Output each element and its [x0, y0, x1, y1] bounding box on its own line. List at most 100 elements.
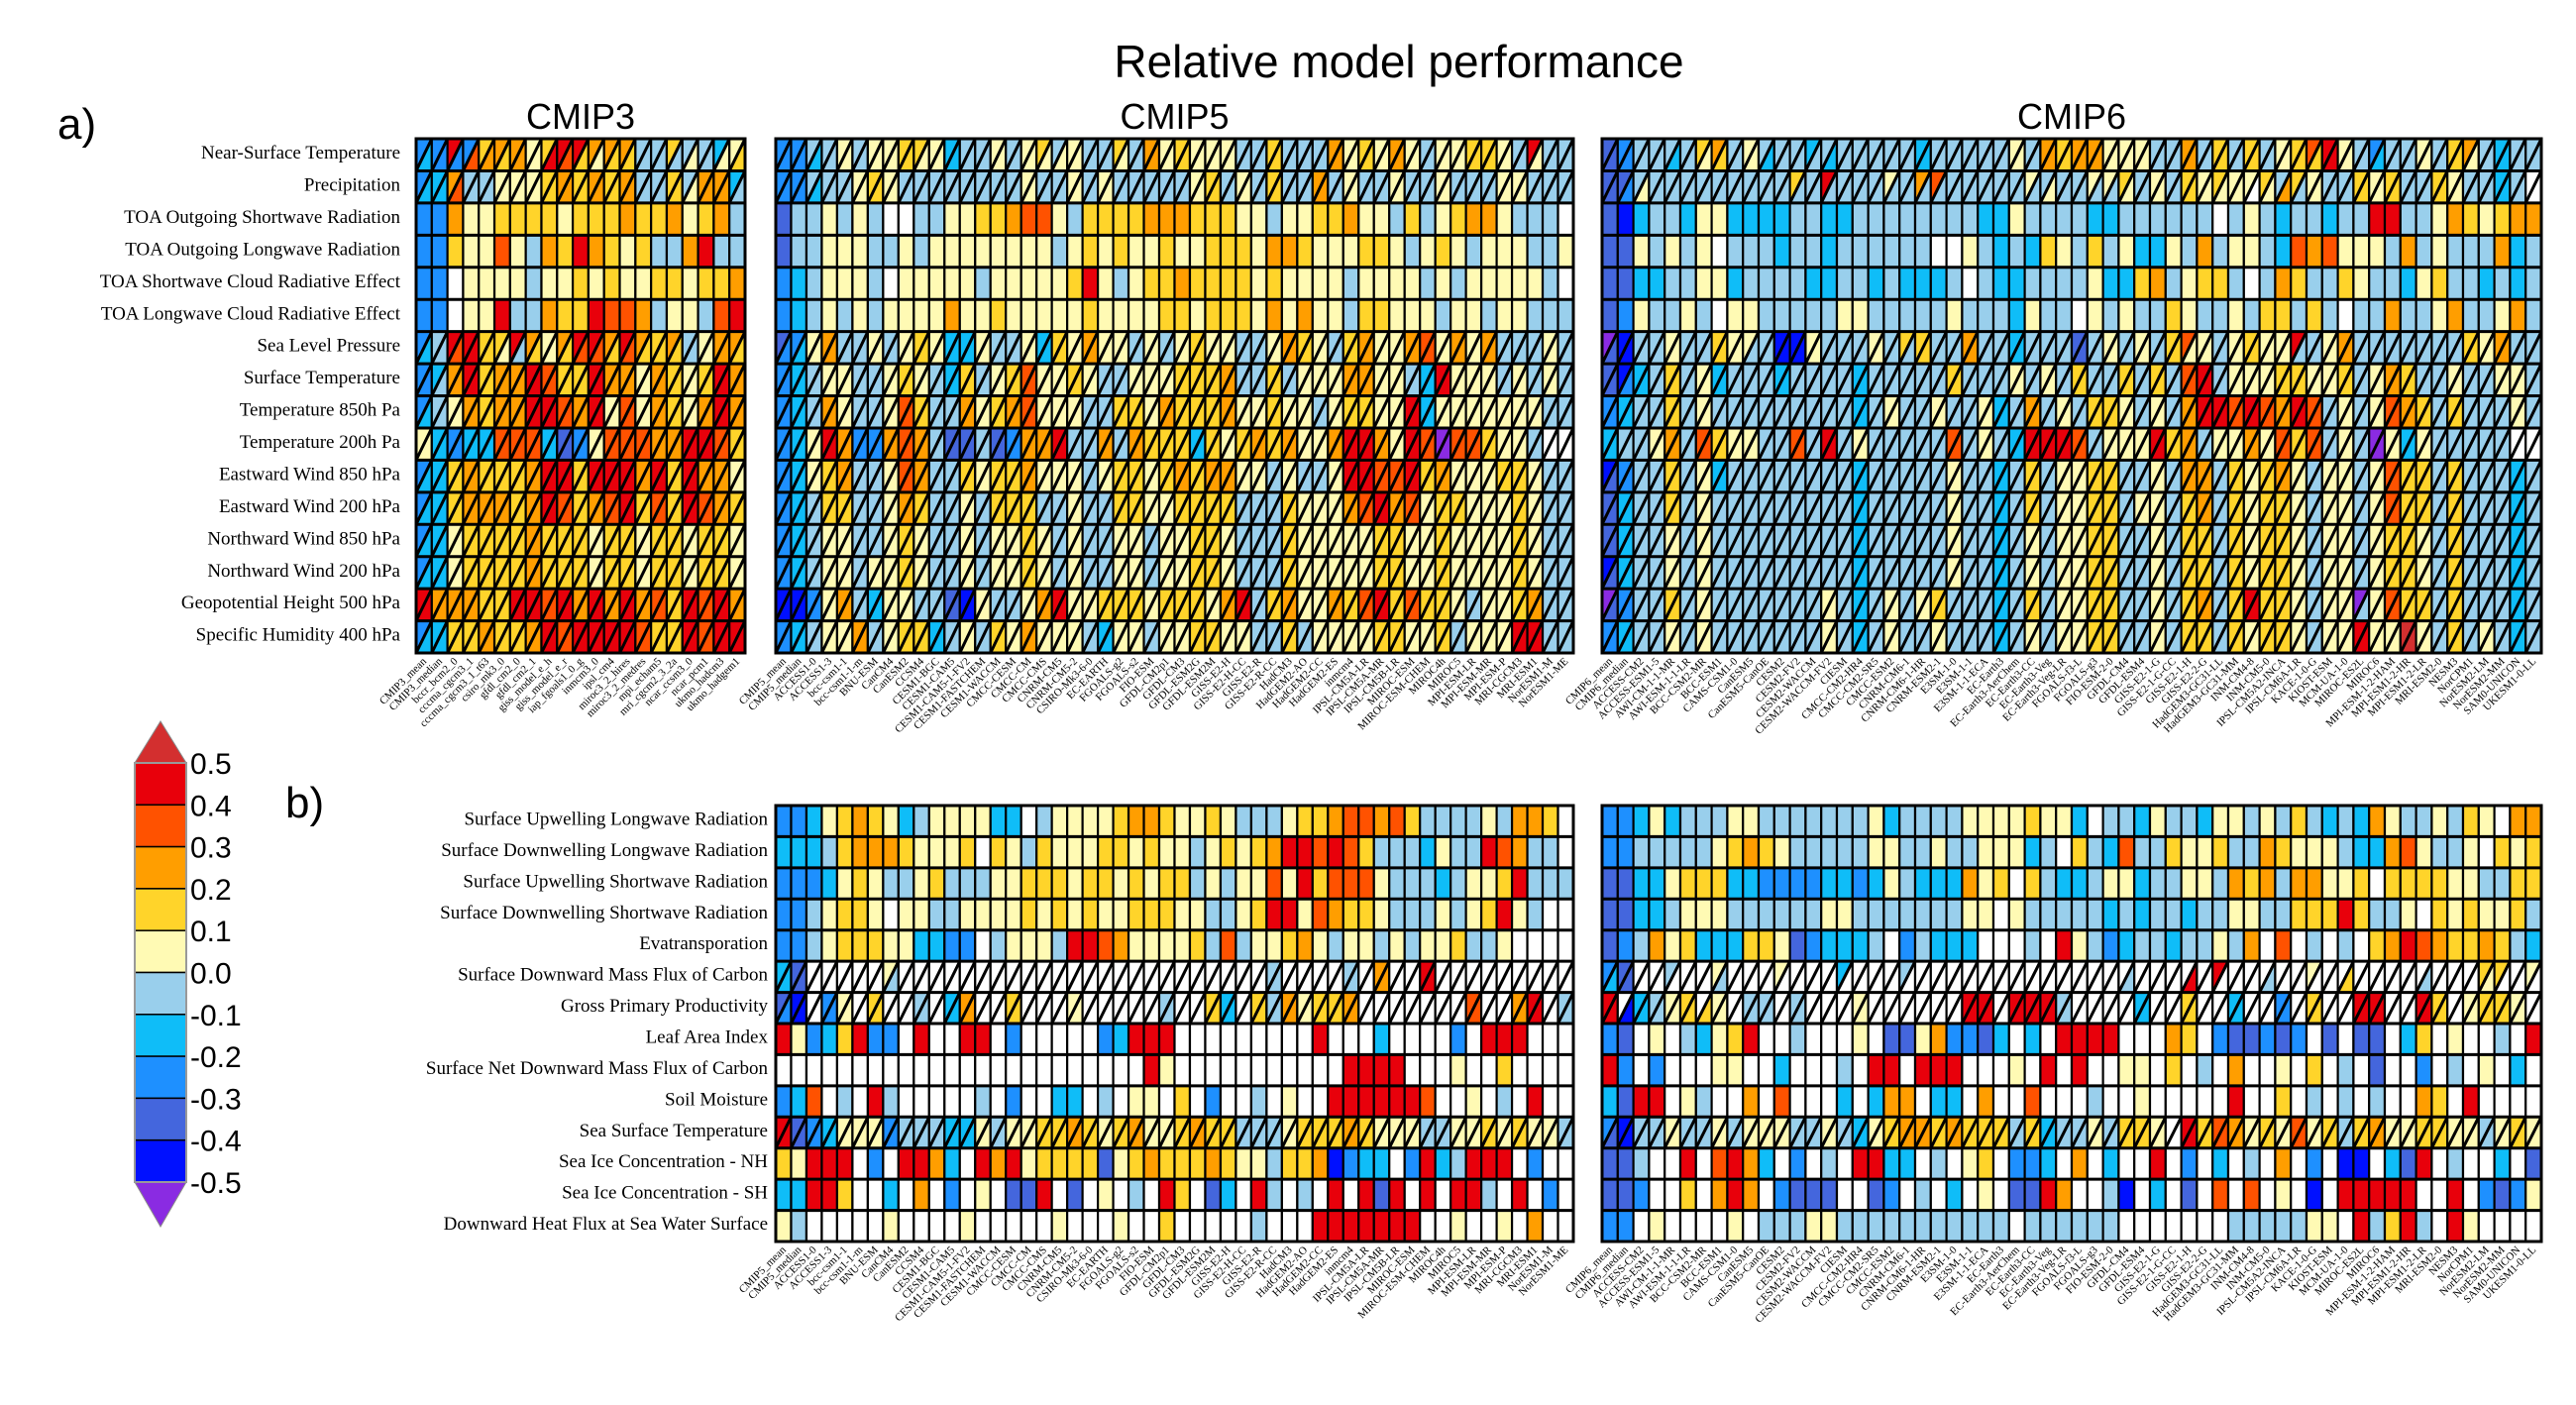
heatmap-cell — [1512, 202, 1528, 236]
heatmap-cell — [975, 299, 991, 332]
heatmap-cell — [2024, 235, 2041, 268]
heatmap-cell — [2197, 235, 2213, 268]
heatmap-cell — [1512, 267, 1528, 300]
heatmap-cell — [1051, 299, 1068, 332]
cell-diagonal — [587, 588, 606, 622]
cell-diagonal — [524, 330, 543, 365]
heatmap-cell — [1649, 235, 1665, 268]
heatmap-cell — [1312, 202, 1329, 236]
heatmap-cell — [1082, 267, 1099, 300]
cell-diagonal — [727, 363, 747, 397]
heatmap-cell — [1496, 235, 1513, 268]
heatmap-cell — [776, 267, 792, 300]
heatmap-cell — [1868, 235, 1884, 268]
heatmap-cell — [928, 267, 945, 300]
heatmap-cell — [557, 267, 574, 300]
cell-diagonal — [649, 523, 669, 558]
heatmap-cell — [1404, 202, 1421, 236]
heatmap-cell — [1557, 235, 1573, 268]
heatmap-cell — [898, 202, 914, 236]
heatmap-cell — [913, 267, 929, 300]
heatmap-cell — [2369, 202, 2385, 236]
heatmap-cell — [1082, 202, 1099, 236]
heatmap-cell — [1036, 299, 1052, 332]
heatmap-cell — [791, 235, 806, 268]
cell-diagonal — [587, 330, 606, 365]
heatmap-cell — [619, 299, 636, 332]
group-title-cmip6: CMIP6 — [2017, 96, 2126, 137]
heatmap-cell — [2072, 235, 2088, 268]
heatmap-cell — [1143, 299, 1160, 332]
cell-diagonal — [555, 330, 575, 365]
cell-diagonal — [697, 427, 715, 462]
heatmap-cell — [1993, 267, 2009, 300]
heatmap-cell — [463, 202, 480, 236]
heatmap-cell — [1328, 235, 1343, 268]
heatmap-cell — [2259, 202, 2276, 236]
cell-diagonal — [697, 556, 715, 590]
cell-diagonal — [571, 427, 590, 462]
cell-diagonal — [633, 459, 653, 493]
cell-diagonal — [508, 330, 528, 365]
heatmap-cell — [651, 299, 667, 332]
heatmap-cell — [1727, 202, 1744, 236]
heatmap-cell — [1481, 235, 1497, 268]
heatmap-cell — [1915, 267, 1931, 300]
cell-diagonal — [618, 427, 637, 462]
heatmap-cell — [1420, 267, 1436, 300]
heatmap-cell — [1496, 202, 1513, 236]
heatmap-cell — [2008, 267, 2025, 300]
cell-diagonal — [697, 330, 715, 365]
heatmap-cell — [1602, 267, 1618, 300]
cell-diagonal — [414, 588, 434, 622]
cell-diagonal — [649, 556, 669, 590]
heatmap-cell — [1342, 267, 1359, 300]
heatmap-cell — [1711, 267, 1728, 300]
heatmap-cell — [2525, 235, 2541, 268]
cell-diagonal — [430, 491, 449, 525]
heatmap-cell — [1128, 235, 1144, 268]
panel-label-b: b) — [285, 779, 324, 827]
cell-diagonal — [508, 427, 528, 462]
heatmap-cell — [2385, 235, 2401, 268]
cell-diagonal — [524, 588, 543, 622]
heatmap-cell — [2165, 202, 2182, 236]
heatmap-cell — [1557, 202, 1573, 236]
heatmap-cell — [1143, 202, 1160, 236]
heatmap-cell — [1481, 299, 1497, 332]
heatmap-cell — [1930, 202, 1947, 236]
cell-diagonal — [555, 556, 575, 590]
heatmap-cell — [1404, 267, 1421, 300]
heatmap-cell — [541, 235, 558, 268]
heatmap-cell — [2150, 202, 2166, 236]
row-label: Northward Wind 850 hPa — [207, 528, 400, 549]
heatmap-cell — [1328, 299, 1343, 332]
heatmap-cell — [525, 299, 542, 332]
cell-diagonal — [477, 169, 496, 204]
heatmap-cell — [791, 202, 806, 236]
heatmap-cell — [1450, 299, 1466, 332]
heatmap-cell — [852, 299, 868, 332]
heatmap-cell — [1250, 299, 1267, 332]
cell-diagonal — [524, 523, 543, 558]
cell-diagonal — [697, 394, 715, 429]
cell-diagonal — [665, 394, 685, 429]
cell-diagonal — [492, 619, 512, 654]
heatmap-cell — [2024, 202, 2041, 236]
heatmap-cell — [2134, 235, 2150, 268]
heatmap-cell — [1006, 235, 1021, 268]
heatmap-cell — [1435, 202, 1451, 236]
cell-diagonal — [712, 523, 731, 558]
cell-diagonal — [618, 169, 637, 204]
heatmap-cell — [2307, 202, 2322, 236]
cell-diagonal — [540, 588, 559, 622]
heatmap-cell — [1128, 267, 1144, 300]
cell-diagonal — [697, 619, 715, 654]
heatmap-cell — [913, 299, 929, 332]
heatmap-cmip6: CMIP6_meanCMIP6_medianACCESS-CM2ACCESS-E… — [1563, 137, 2543, 737]
cell-diagonal — [540, 363, 559, 397]
heatmap-cell — [541, 202, 558, 236]
cell-diagonal — [462, 363, 481, 397]
heatmap-cell — [588, 267, 604, 300]
heatmap-cell — [1633, 235, 1650, 268]
